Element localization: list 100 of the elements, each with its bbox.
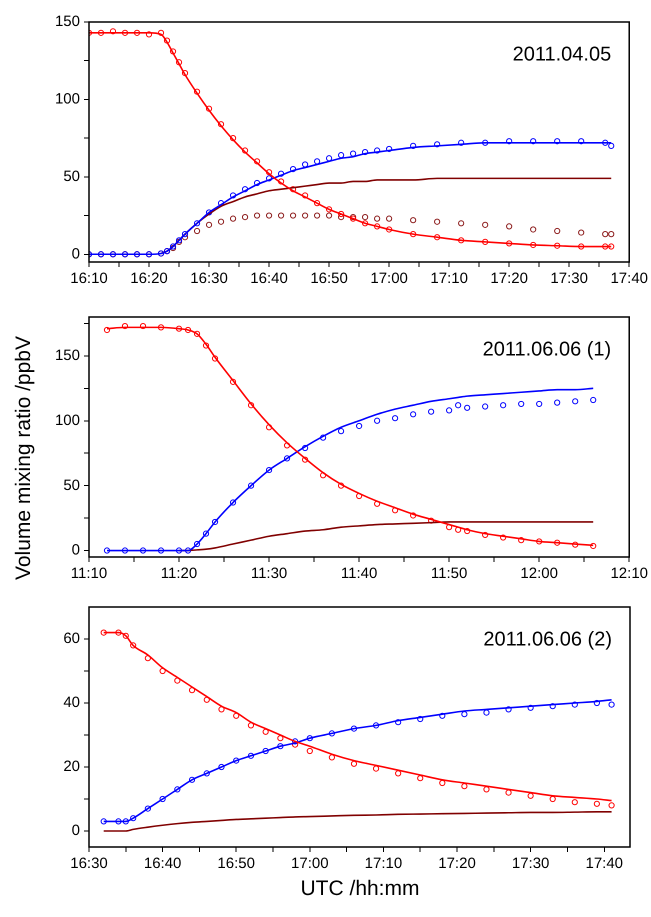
point [233, 758, 240, 764]
point [218, 121, 224, 128]
point [530, 226, 536, 233]
point [482, 140, 488, 146]
point [328, 754, 335, 760]
point [608, 243, 614, 250]
point [554, 400, 560, 406]
point [608, 702, 615, 708]
point [212, 518, 218, 526]
x-tick-label: 17:30 [512, 855, 550, 872]
x-tick-label: 17:30 [550, 270, 588, 288]
point [572, 398, 578, 404]
point [578, 229, 584, 236]
point [482, 222, 488, 228]
point [362, 214, 368, 220]
point [392, 415, 398, 422]
point [602, 231, 608, 238]
x-tick-label: 16:10 [70, 270, 108, 288]
point [320, 434, 326, 441]
point [290, 212, 296, 219]
point [174, 678, 180, 684]
y-tick-label: 50 [63, 168, 80, 185]
annotation: 2011.04.05 [512, 44, 612, 66]
point [461, 783, 468, 790]
x-tick-label: 12:10 [610, 565, 648, 582]
point [362, 220, 368, 226]
point [266, 466, 272, 474]
point [395, 719, 402, 726]
point [395, 770, 402, 776]
x-tick-label: 11:30 [250, 565, 288, 582]
point [182, 70, 188, 76]
point [302, 192, 308, 199]
point [122, 30, 128, 36]
point [410, 231, 416, 238]
point [302, 444, 308, 452]
point [410, 512, 416, 519]
x-tick-label: 17:10 [430, 270, 468, 288]
point [464, 528, 470, 534]
point [122, 322, 128, 330]
point [594, 800, 600, 807]
point [554, 138, 560, 144]
point [218, 764, 225, 770]
x-tick-label: 16:40 [250, 270, 288, 288]
point [122, 818, 129, 824]
point [372, 722, 380, 728]
point [483, 786, 490, 792]
point [530, 242, 536, 248]
point [262, 728, 269, 735]
point [483, 710, 490, 716]
point [176, 59, 182, 66]
y-tick-label: 0 [72, 542, 80, 559]
y-tick-label: 0 [72, 245, 80, 262]
point [188, 776, 196, 783]
x-tick-label: 16:30 [70, 855, 108, 872]
point [554, 242, 560, 249]
point [306, 735, 313, 742]
point [202, 342, 210, 349]
point [182, 231, 188, 238]
point [248, 482, 254, 489]
x-tick-label: 16:40 [144, 855, 182, 872]
point [572, 542, 578, 548]
point [218, 218, 224, 225]
point [284, 442, 290, 449]
point [410, 142, 416, 149]
point [122, 547, 128, 554]
y-tick-label: 50 [63, 476, 80, 494]
point [206, 222, 212, 228]
point [350, 726, 358, 732]
point [158, 324, 164, 330]
point [218, 200, 224, 206]
y-axis-title: Volume mixing ratio /ppbV [12, 336, 36, 580]
point [277, 735, 284, 742]
point [204, 696, 210, 703]
point [164, 37, 170, 44]
point [248, 722, 254, 728]
point [505, 790, 512, 796]
point [602, 243, 608, 250]
x-tick-label: 17:20 [490, 270, 528, 288]
point [242, 147, 248, 154]
x-tick-label: 11:10 [70, 565, 108, 582]
point [248, 402, 254, 408]
x-axis-title: UTC /hh:mm [300, 877, 420, 901]
point [194, 228, 200, 234]
y-tick-label: 20 [63, 758, 80, 776]
point [104, 326, 110, 334]
point [417, 775, 424, 782]
point [554, 540, 560, 546]
point [230, 499, 236, 506]
point [461, 711, 468, 718]
point [386, 226, 392, 233]
point [550, 703, 556, 710]
point [528, 792, 534, 799]
point [134, 30, 140, 36]
point [230, 216, 236, 222]
point [572, 799, 578, 806]
point [302, 161, 308, 168]
y-tick-label: 100 [54, 90, 80, 108]
point [455, 526, 462, 533]
point [536, 538, 542, 545]
point [518, 400, 524, 408]
